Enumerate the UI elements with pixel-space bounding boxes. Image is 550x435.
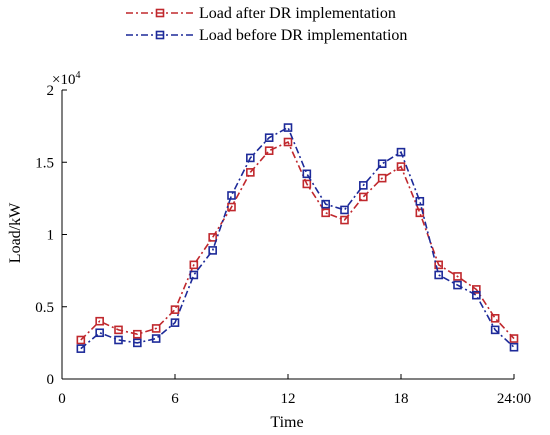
- data-point: [227, 191, 236, 200]
- y-tick-label: 1.5: [35, 155, 54, 171]
- data-point: [264, 146, 274, 155]
- x-tick-label: 18: [394, 391, 409, 407]
- data-point: [151, 324, 161, 333]
- data-point: [321, 199, 330, 209]
- y-axis-exponent: ×104: [52, 70, 80, 88]
- x-tick-label: 6: [171, 391, 179, 407]
- legend-label: Load after DR implementation: [199, 5, 396, 22]
- series-line: [80, 126, 515, 350]
- data-point: [302, 179, 312, 189]
- data-point: [283, 137, 293, 147]
- data-point: [264, 133, 274, 142]
- data-point: [434, 260, 443, 270]
- data-point: [151, 334, 161, 343]
- series-line: [80, 140, 515, 341]
- data-point: [114, 335, 123, 345]
- series-1: [76, 137, 519, 345]
- data-point: [396, 147, 406, 157]
- y-axis-exponent-power: 4: [75, 70, 80, 81]
- data-point: [114, 325, 123, 335]
- series-2: [76, 123, 519, 353]
- data-point: [509, 334, 519, 343]
- data-point: [340, 205, 349, 215]
- data-point: [95, 316, 104, 326]
- data-point: [490, 325, 500, 335]
- data-point: [189, 270, 199, 280]
- data-point: [434, 270, 443, 280]
- data-point: [246, 153, 255, 163]
- data-point: [396, 162, 406, 171]
- data-point: [76, 335, 86, 345]
- legend-entry: Load after DR implementation: [126, 5, 396, 22]
- data-point: [208, 233, 217, 242]
- data-point: [377, 173, 387, 183]
- x-axis-title: Time: [270, 414, 303, 431]
- series-layer: [76, 123, 519, 353]
- data-point: [415, 196, 425, 206]
- data-point: [302, 169, 312, 179]
- legend-label: Load before DR implementation: [199, 27, 407, 44]
- data-point: [283, 123, 293, 132]
- legend-swatch-marker: [155, 8, 165, 18]
- y-tick-label: 0.5: [35, 300, 54, 316]
- data-point: [170, 318, 180, 327]
- data-point: [133, 338, 142, 348]
- legend-entry: Load before DR implementation: [126, 27, 407, 44]
- data-point: [359, 181, 368, 190]
- data-point: [340, 215, 349, 225]
- data-point: [472, 285, 481, 294]
- data-point: [359, 192, 368, 202]
- x-tick-label: 0: [58, 391, 66, 407]
- data-point: [321, 208, 330, 218]
- legend-swatch-marker: [155, 30, 165, 40]
- data-point: [76, 344, 86, 353]
- y-tick-label: 2: [47, 83, 55, 99]
- data-point: [453, 272, 462, 281]
- data-point: [453, 280, 462, 290]
- x-tick-label: 12: [281, 391, 296, 407]
- data-point: [472, 290, 481, 300]
- data-point: [490, 314, 500, 323]
- data-point: [377, 159, 387, 168]
- y-axis-exponent-base: ×10: [52, 72, 75, 88]
- axes: 0 0.5 1 1.5 2 0 6 12 18 24:00: [35, 83, 531, 407]
- data-point: [246, 168, 255, 177]
- data-point: [189, 260, 199, 270]
- data-point: [133, 329, 142, 339]
- data-point: [509, 342, 519, 352]
- y-tick-label: 0: [47, 372, 55, 388]
- x-tick-label: 24:00: [497, 391, 531, 407]
- legend: Load after DR implementation Load before …: [126, 5, 407, 44]
- y-axis-title: Load/kW: [7, 202, 24, 263]
- data-point: [95, 328, 104, 338]
- data-point: [170, 305, 180, 314]
- data-point: [208, 246, 217, 255]
- y-tick-label: 1: [47, 228, 55, 244]
